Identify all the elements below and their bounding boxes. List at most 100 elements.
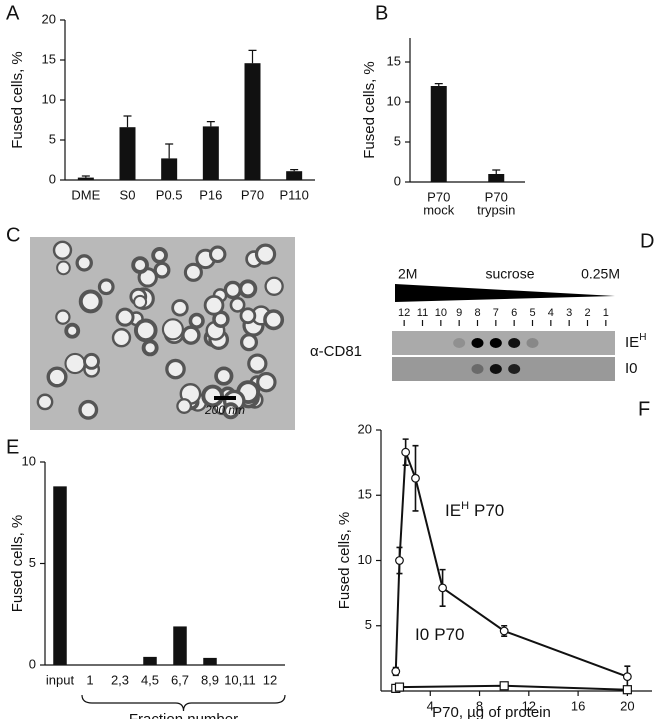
vesicle bbox=[239, 333, 259, 352]
lane-label: 3 bbox=[566, 307, 572, 319]
bar bbox=[161, 158, 178, 180]
blot-strip bbox=[392, 357, 615, 381]
lane-label: 10 bbox=[435, 307, 447, 319]
y-axis-label: Fused cells, % bbox=[361, 61, 378, 159]
blot-spot bbox=[508, 364, 521, 374]
lane-label: 9 bbox=[456, 307, 462, 319]
vesicle bbox=[254, 243, 277, 265]
y-axis-label: Fused cells, % bbox=[9, 515, 26, 613]
y-tick-label: 0 bbox=[49, 171, 56, 186]
lane-label: 12 bbox=[398, 307, 410, 319]
series-name-sup: H bbox=[461, 500, 469, 512]
marker bbox=[622, 685, 632, 695]
marker bbox=[438, 583, 447, 593]
vesicle bbox=[56, 260, 71, 276]
vesicle bbox=[141, 339, 159, 357]
panel-letter: F bbox=[638, 398, 650, 420]
marker bbox=[411, 473, 420, 483]
bar bbox=[53, 486, 67, 665]
x-tick-label: mock bbox=[423, 202, 455, 217]
blot-spot bbox=[526, 338, 539, 348]
vesicle bbox=[133, 318, 158, 343]
series-label: IEH P70 bbox=[445, 500, 504, 521]
x-tick-label: P70 bbox=[241, 187, 264, 202]
series-name-end: P70 bbox=[474, 501, 504, 520]
x-tick-label: 8 bbox=[476, 698, 483, 713]
antibody-label: α-CD81 bbox=[310, 343, 362, 360]
vesicle bbox=[264, 276, 284, 296]
bar bbox=[173, 626, 187, 665]
vesicle bbox=[131, 256, 149, 274]
x-tick-label: trypsin bbox=[477, 202, 515, 217]
vesicle bbox=[161, 318, 184, 341]
bar bbox=[119, 127, 136, 180]
x-tick-label: 2,3 bbox=[111, 672, 129, 687]
blot-spot bbox=[489, 364, 502, 374]
blot-spot bbox=[471, 338, 484, 348]
lane-label: 6 bbox=[511, 307, 517, 319]
x-tick-label: P16 bbox=[199, 187, 222, 202]
lane-label: 11 bbox=[417, 307, 428, 319]
vesicle bbox=[165, 358, 186, 380]
y-tick-label: 20 bbox=[358, 421, 372, 436]
x-tick-label: P70 bbox=[427, 189, 450, 204]
vesicle bbox=[229, 296, 246, 313]
lane-label: 4 bbox=[548, 307, 554, 319]
vesicle bbox=[208, 245, 227, 264]
vesicle bbox=[64, 322, 81, 339]
series-name-end: P70 bbox=[434, 625, 464, 644]
vesicle bbox=[263, 309, 285, 331]
vesicle bbox=[223, 280, 243, 300]
marker bbox=[499, 681, 509, 691]
panel-letter: A bbox=[6, 2, 20, 24]
vesicle bbox=[75, 254, 93, 272]
y-tick-label: 15 bbox=[358, 487, 372, 502]
series-name: IE bbox=[445, 501, 461, 520]
x-tick-label: DME bbox=[71, 187, 100, 202]
vesicle bbox=[111, 328, 132, 348]
error-bar bbox=[165, 143, 174, 159]
series-label: I0 P70 bbox=[415, 625, 464, 644]
lane-label: 8 bbox=[474, 307, 480, 319]
error-bar bbox=[81, 175, 90, 178]
x-tick-label: 10,11 bbox=[224, 672, 256, 687]
x-tick-label: 12 bbox=[522, 698, 536, 713]
error-bar bbox=[248, 49, 257, 64]
y-tick-label: 5 bbox=[394, 133, 401, 148]
y-tick-label: 5 bbox=[49, 131, 56, 146]
vesicle bbox=[36, 393, 54, 411]
error-bar bbox=[123, 115, 132, 128]
x-axis-label: Fraction number bbox=[129, 711, 238, 719]
y-tick-label: 10 bbox=[42, 91, 56, 106]
x-tick-label: 20 bbox=[620, 698, 634, 713]
marker bbox=[394, 682, 405, 692]
bar bbox=[77, 177, 94, 180]
x-tick-label: P0.5 bbox=[156, 187, 183, 202]
error-bar bbox=[434, 83, 443, 86]
y-tick-label: 10 bbox=[387, 93, 401, 108]
bar bbox=[488, 174, 505, 182]
vesicle bbox=[183, 262, 203, 282]
blot-strip bbox=[392, 331, 615, 355]
y-tick-label: 10 bbox=[358, 552, 372, 567]
y-tick-label: 5 bbox=[29, 555, 36, 570]
vesicle bbox=[83, 352, 100, 370]
panel-letter: C bbox=[6, 224, 20, 246]
blot-spot bbox=[453, 338, 466, 348]
y-tick-label: 20 bbox=[42, 11, 56, 26]
vesicle bbox=[151, 247, 168, 264]
x-tick-label: S0 bbox=[120, 187, 136, 202]
vesicle bbox=[222, 402, 240, 420]
blot-spot bbox=[471, 364, 484, 374]
series-name: I0 bbox=[415, 625, 429, 644]
vesicle bbox=[188, 312, 205, 329]
blot-spot bbox=[489, 338, 502, 348]
vesicle bbox=[203, 294, 225, 316]
vesicle bbox=[176, 398, 193, 414]
panel-letter: E bbox=[6, 436, 19, 458]
x-tick-label: 12 bbox=[263, 672, 277, 687]
bar bbox=[203, 657, 217, 665]
series-line bbox=[394, 451, 628, 678]
vesicle bbox=[153, 261, 171, 279]
